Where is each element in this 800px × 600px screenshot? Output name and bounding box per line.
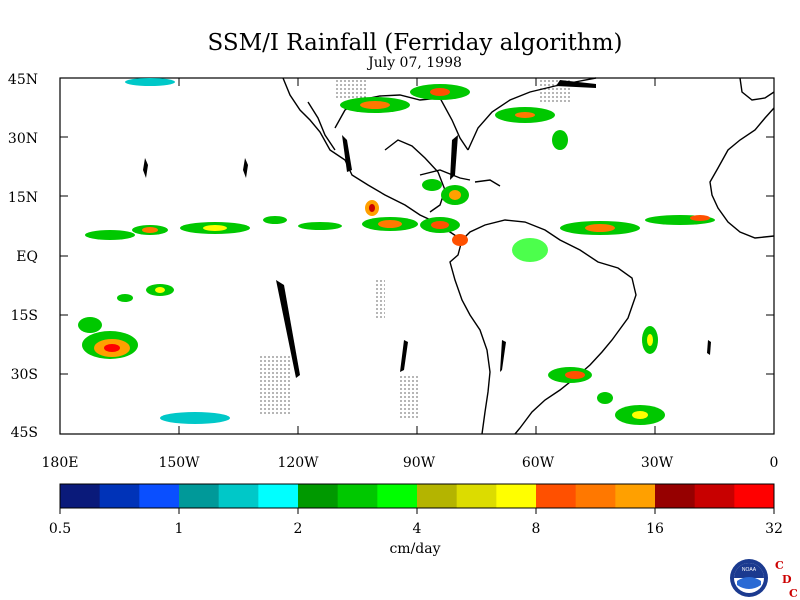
data-gaps: [143, 80, 711, 378]
colorbar-swatch: [456, 484, 497, 508]
map-title: SSM/I Rainfall (Ferriday algorithm): [207, 30, 623, 56]
cdc-letter-d: D: [782, 573, 792, 586]
colorbar-swatch: [655, 484, 696, 508]
south-america: [461, 219, 637, 435]
cuba: [419, 169, 471, 181]
lat-label-45s: 45S: [10, 425, 38, 441]
colorbar-swatch: [417, 484, 458, 508]
colorbar-swatch: [694, 484, 735, 508]
rain-south-atlantic: [548, 326, 665, 425]
lat-label-15n: 15N: [7, 190, 38, 206]
colorbar-swatch: [536, 484, 577, 508]
rain-atlantic-itcz: [495, 107, 715, 262]
colorbar-swatch: [615, 484, 656, 508]
iberia-coast: [739, 77, 775, 101]
africa-west-coast: [709, 107, 775, 239]
colorbar-swatch: [218, 484, 259, 508]
lat-label-45n: 45N: [7, 72, 38, 88]
noaa-logo-text: NOAA: [742, 567, 757, 573]
lon-label-30w: 30W: [640, 455, 674, 471]
lat-label-30s: 30S: [10, 367, 38, 383]
stipple-patches: [260, 80, 570, 420]
colorbar-swatch: [139, 484, 180, 508]
colorbar-swatch: [734, 484, 775, 508]
colorbar-units: cm/day: [389, 541, 441, 557]
south-america-west-coast: [449, 239, 491, 435]
colorbar-tick-3: 4: [412, 521, 422, 537]
colorbar-swatch: [99, 484, 140, 508]
colorbar-swatch: [575, 484, 616, 508]
lon-label-90w: 90W: [402, 455, 436, 471]
colorbar-swatch: [337, 484, 378, 508]
lon-label-120w: 120W: [277, 455, 319, 471]
colorbar-tick-4: 8: [531, 521, 541, 537]
hispaniola: [474, 179, 501, 187]
lon-label-180e: 180E: [41, 455, 79, 471]
rain-northern-storms: [125, 78, 470, 113]
colorbar-swatch: [60, 484, 101, 508]
cdc-letter-c2: C: [789, 587, 798, 599]
yucatan-florida: [384, 139, 446, 213]
rain-caribbean: [422, 179, 469, 205]
colorbar-tick-2: 2: [293, 521, 303, 537]
colorbar-swatch: [496, 484, 537, 508]
lon-label-60w: 60W: [521, 455, 555, 471]
baja-peninsula: [307, 101, 336, 151]
cdc-letter-c1: C: [775, 559, 784, 572]
colorbar-tick-6: 32: [765, 521, 783, 537]
lat-label-eq: EQ: [16, 249, 38, 265]
rain-south-pacific: [78, 284, 230, 424]
noaa-cdc-logo: NOAA C D C: [730, 559, 798, 599]
colorbar-tick-5: 16: [646, 521, 664, 537]
colorbar-swatch: [298, 484, 339, 508]
lon-ticks: [178, 78, 656, 434]
lon-label-150w: 150W: [158, 455, 200, 471]
colorbar-swatch: [377, 484, 418, 508]
lat-label-30n: 30N: [7, 131, 38, 147]
colorbar-tick-1: 1: [174, 521, 184, 537]
coastlines: [282, 77, 775, 435]
map-date: July 07, 1998: [368, 55, 462, 71]
colorbar-swatch: [179, 484, 220, 508]
colorbar-swatch: [258, 484, 299, 508]
lat-label-15s: 15S: [10, 308, 38, 324]
lat-ticks: [60, 136, 774, 375]
rain-itcz-pacific: [85, 200, 468, 246]
colorbar: [59, 483, 775, 514]
lon-label-0: 0: [769, 455, 779, 471]
colorbar-tick-0: 0.5: [48, 521, 72, 537]
